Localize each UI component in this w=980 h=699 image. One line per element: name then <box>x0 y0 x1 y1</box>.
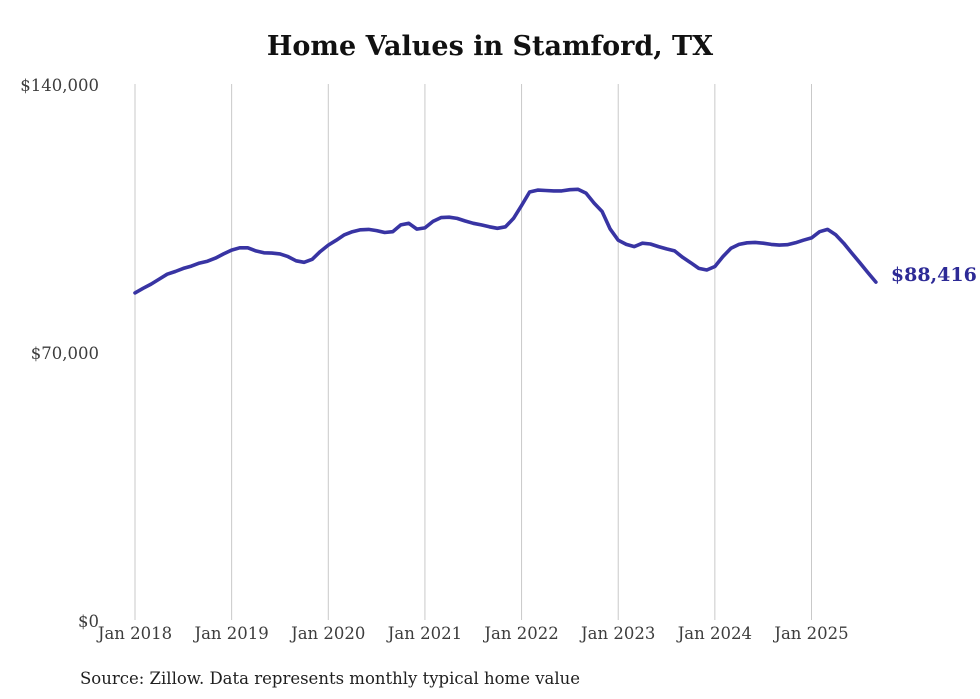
y-axis-labels: $140,000 $70,000 $0 <box>20 76 99 631</box>
gridlines <box>134 84 813 620</box>
x-tick-label: Jan 2019 <box>192 624 268 643</box>
x-tick-label: Jan 2022 <box>482 624 558 643</box>
x-tick-label: Jan 2025 <box>772 624 848 643</box>
x-axis-labels: Jan 2018 Jan 2019 Jan 2020 Jan 2021 Jan 2022… <box>96 624 849 643</box>
y-tick-label-140000: $140,000 <box>20 76 99 95</box>
y-tick-label-0: $0 <box>78 612 99 631</box>
x-tick-label: Jan 2024 <box>676 624 752 643</box>
source-note: Source: Zillow. Data represents monthly … <box>80 669 580 688</box>
latest-value-label: $88,416 <box>891 264 977 286</box>
x-tick-label: Jan 2021 <box>386 624 462 643</box>
chart-title: Home Values in Stamford, TX <box>267 31 713 62</box>
x-tick-label: Jan 2020 <box>289 624 365 643</box>
x-tick-label: Jan 2018 <box>96 624 172 643</box>
y-tick-label-70000: $70,000 <box>31 344 99 363</box>
home-value-line <box>133 187 878 295</box>
x-tick-label: Jan 2023 <box>579 624 655 643</box>
